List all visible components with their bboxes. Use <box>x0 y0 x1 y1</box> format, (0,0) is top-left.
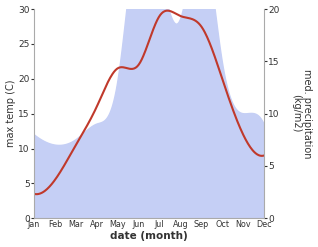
Y-axis label: max temp (C): max temp (C) <box>5 80 16 147</box>
Y-axis label: med. precipitation
(kg/m2): med. precipitation (kg/m2) <box>291 69 313 158</box>
X-axis label: date (month): date (month) <box>110 231 188 242</box>
